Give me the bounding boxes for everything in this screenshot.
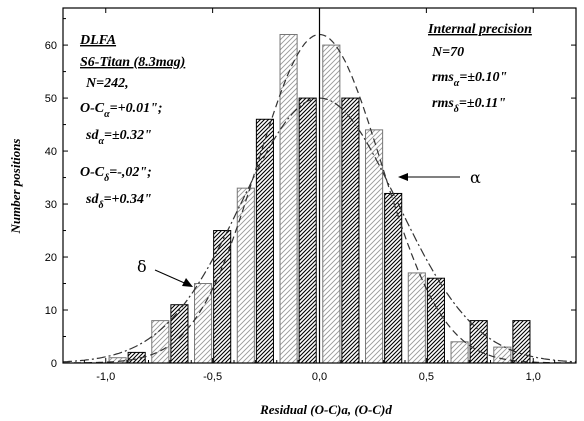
annot-title-2: S6-Titan (8.3mag) [80,55,185,70]
x-tick-label: -1,0 [96,371,115,383]
alpha-arrowhead [398,173,408,181]
alpha-curve-label: α [398,168,481,187]
x-tick-label: 0,5 [419,371,434,383]
annot-title-1: DLFA [79,33,116,48]
bar-alpha [322,44,341,364]
annot-oc-delta: O-Cδ=-,02"; [80,165,152,184]
stats-right-annotation: Internal precision N=70 rmsα=±0.10" rmsδ… [427,22,532,115]
stats-left-annotation: DLFA S6-Titan (8.3mag) N=242, O-Cα=+0.01… [79,33,185,211]
alpha-label: α [470,168,481,187]
y-tick-label: 0 [51,358,57,370]
y-tick-label: 40 [45,146,57,158]
delta-arrow [154,269,190,286]
delta-arrowhead [182,278,193,287]
bar-delta [384,192,403,364]
bar-delta [298,97,317,364]
bar-alpha [493,346,512,364]
bar-delta [426,277,445,364]
y-tick-label: 30 [45,199,57,211]
y-axis-title: Number positions [8,139,23,235]
delta-label: δ [137,257,147,276]
x-axis-title: Residual (O-C)a, (O-C)d [259,402,392,417]
y-tick-label: 20 [45,252,57,264]
bar-delta [512,320,531,364]
bar-alpha [450,341,469,364]
bar-alpha [365,129,384,364]
bar-alpha [407,272,426,364]
x-tick-label: 1,0 [526,371,541,383]
annot-n: N=242, [85,76,129,91]
x-tick-label: 0,0 [312,371,327,383]
bar-alpha [151,320,170,364]
y-tick-label: 50 [45,93,57,105]
annot-internal-title: Internal precision [427,22,532,37]
annot-rms-alpha: rmsα=±0.10" [432,70,507,89]
bar-delta [170,304,189,364]
ticks-group: -1,0 -0,5 0,0 0,5 1,0 0 10 20 30 40 50 60 [45,8,576,383]
annot-sd-delta: sdδ=+0.34" [85,192,152,211]
bar-delta [341,97,360,364]
delta-curve-label: δ [137,257,193,287]
annot-oc-alpha: O-Cα=+0.01"; [80,101,163,120]
y-tick-label: 10 [45,305,57,317]
y-tick-label: 60 [45,40,57,52]
bar-alpha [194,283,213,364]
bars-group [108,33,531,364]
annot-sd-alpha: sdα=±0.32" [85,128,152,147]
bar-alpha [279,33,298,364]
x-tick-label: -0,5 [203,371,222,383]
bar-delta [469,320,488,364]
annot-internal-n: N=70 [431,45,464,60]
bar-alpha [236,187,255,364]
annot-rms-delta: rmsδ=±0.11" [432,96,506,115]
